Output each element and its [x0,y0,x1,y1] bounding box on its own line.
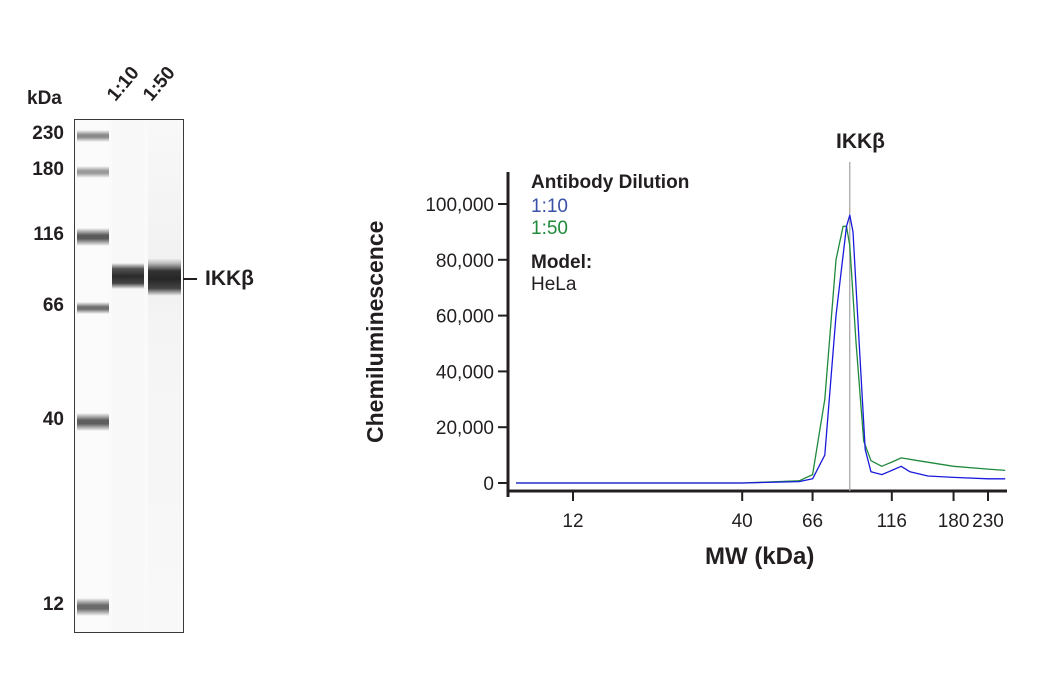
marker-label-40: 40 [42,409,64,430]
ikkb-band-1-10 [112,263,144,289]
x-tick-label: 40 [732,511,753,532]
ladder-band-40 [77,413,109,431]
x-tick-label: 230 [972,511,1004,532]
ladder-band-180 [77,166,109,178]
target-tick [183,278,197,280]
chart-peak-label: IKKβ [836,130,885,153]
y-axis-title: Chemiluminescence [362,220,388,443]
y-tick-label: 40,000 [436,362,494,383]
ladder-band-66 [77,302,109,314]
series-line-1-10 [516,214,1006,484]
blot-unit-label: kDa [27,88,62,109]
marker-label-180: 180 [32,159,64,180]
y-tick-label: 80,000 [436,251,494,272]
x-tick-label: 180 [938,511,970,532]
ladder-band-230 [77,130,109,142]
x-axis-title: MW (kDa) [705,543,815,570]
marker-label-116: 116 [33,224,64,245]
legend-title: Antibody Dilution [531,172,690,193]
x-tick-label: 116 [877,511,907,532]
sample-lane-1-10 [112,120,144,632]
legend-model-value: HeLa [531,274,577,295]
legend-entry-1-10: 1:10 [531,196,568,217]
y-tick-label: 20,000 [436,418,494,439]
y-tick-label: 60,000 [436,307,494,328]
marker-label-66: 66 [42,295,64,316]
marker-label-12: 12 [42,594,64,615]
ladder-band-12 [77,598,109,616]
ladder-lane [77,120,109,632]
series-line-1-50 [516,225,1006,484]
blot-image [74,119,184,633]
target-label: IKKβ [205,267,254,290]
x-tick-label: 12 [562,511,583,532]
x-tick-label: 66 [802,511,823,532]
ikkb-band-1-50 [148,258,181,296]
ladder-band-116 [77,228,109,246]
y-tick-label: 0 [483,474,494,495]
marker-label-230: 230 [32,123,64,144]
y-tick-label: 100,000 [425,195,494,216]
legend-entry-1-50: 1:50 [531,218,568,239]
legend-model-title: Model: [531,252,593,273]
sample-lane-1-50 [148,120,181,632]
